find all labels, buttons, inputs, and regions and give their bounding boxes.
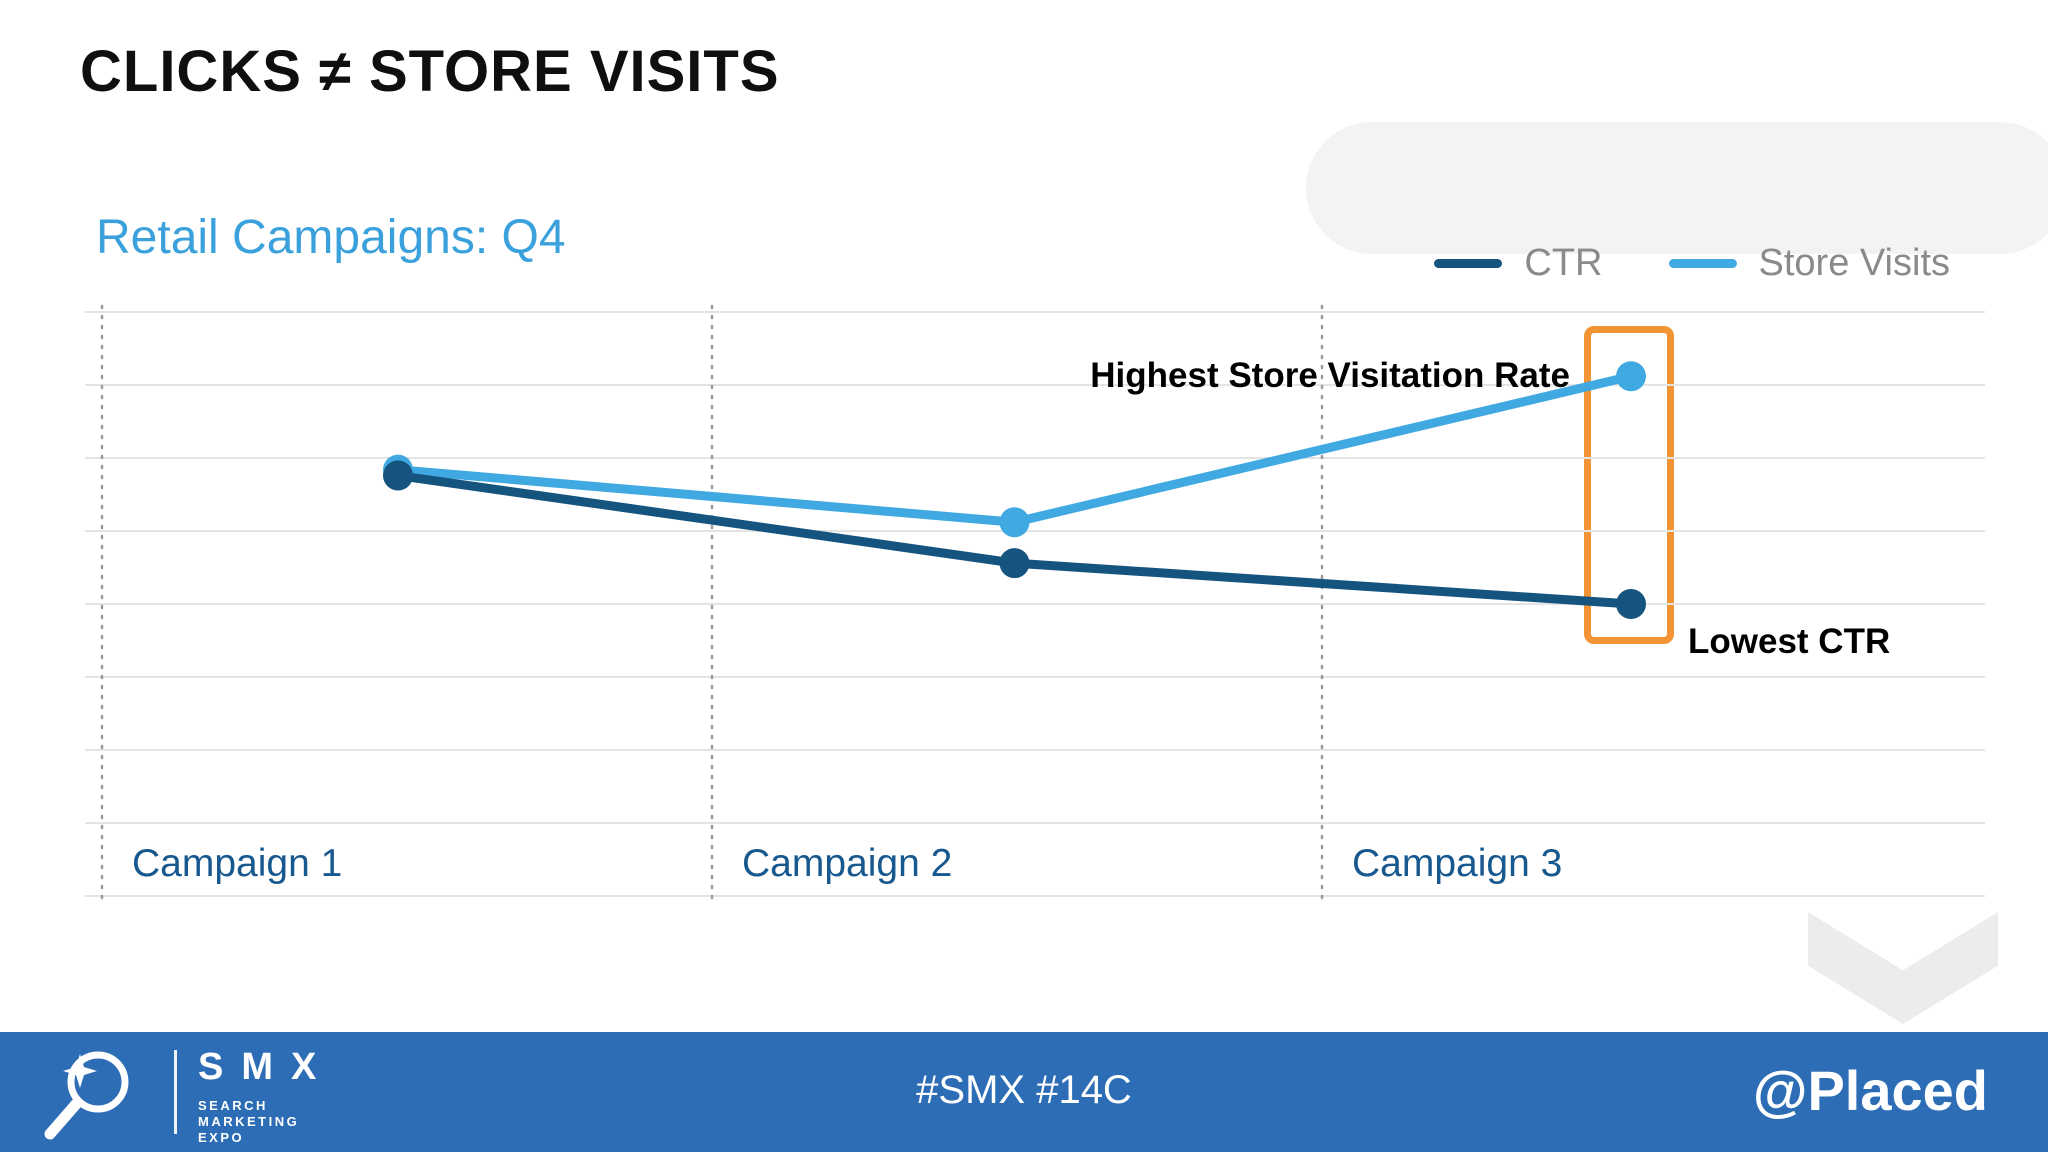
chart-legend: CTR Store Visits (1434, 242, 1950, 285)
event-hashtags: #SMX #14C (916, 1068, 1132, 1112)
magnifier-sparkle-icon (44, 1051, 129, 1140)
slide-title: CLICKS ≠ STORE VISITS (80, 39, 780, 104)
twitter-handle: @Placed (1752, 1059, 1988, 1122)
legend-label-ctr: CTR (1524, 242, 1603, 284)
category-label-campaign-2: Campaign 2 (742, 842, 953, 885)
legend-line-store-visits-icon (1668, 259, 1737, 268)
logo-brand: SMX (198, 1046, 335, 1088)
legend-line-ctr-icon (1434, 259, 1503, 268)
logo-tagline-line: EXPO (198, 1130, 245, 1145)
legend-label-store-visits: Store Visits (1758, 242, 1950, 284)
logo-tagline: SEARCH MARKETING EXPO (198, 1098, 334, 1146)
chart-title: Retail Campaigns: Q4 (96, 211, 566, 264)
legend-item: CTR (1434, 242, 1603, 285)
logo-tagline-line: MARKETING (198, 1114, 300, 1129)
background-blob (1306, 122, 2048, 254)
highlight-box (1584, 326, 1674, 644)
background-chevron (1808, 912, 1998, 1024)
annotation-highest-store-visits: Highest Store Visitation Rate (1090, 356, 1570, 395)
annotation-lowest-ctr: Lowest CTR (1688, 622, 1891, 661)
logo-text: SMX SEARCH MARKETING EXPO (198, 1046, 334, 1146)
legend-item: Store Visits (1668, 242, 1950, 285)
logo-divider (174, 1050, 177, 1134)
category-label-campaign-1: Campaign 1 (132, 842, 343, 885)
category-label-campaign-3: Campaign 3 (1352, 842, 1563, 885)
footer-bar: SMX SEARCH MARKETING EXPO #SMX #14C @Pla… (0, 1032, 2048, 1152)
logo-tagline-line: SEARCH (198, 1098, 268, 1113)
